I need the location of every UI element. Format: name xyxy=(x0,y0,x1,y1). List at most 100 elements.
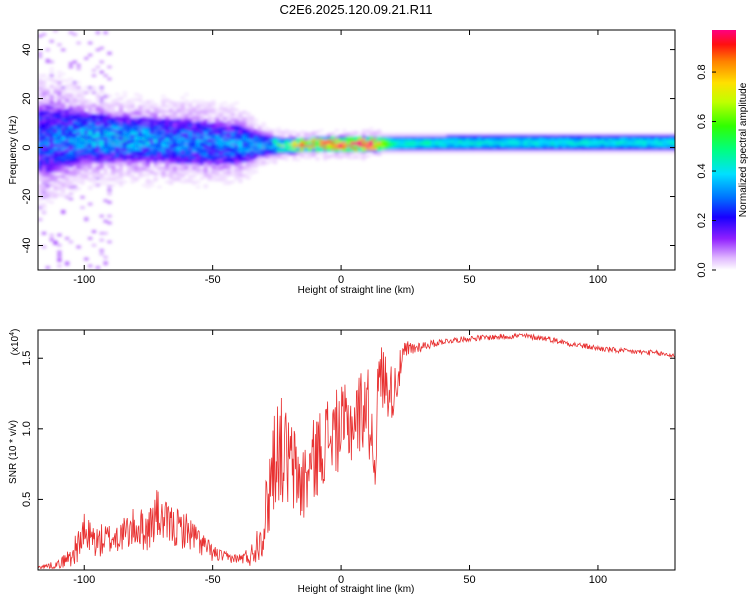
heatmap-cell xyxy=(234,136,239,139)
heatmap-cell xyxy=(249,126,255,128)
heatmap-cell xyxy=(215,129,220,132)
heatmap-cell xyxy=(188,131,193,134)
heatmap-cell xyxy=(122,115,127,118)
heatmap-cell xyxy=(215,122,220,125)
heatmap-cell xyxy=(469,136,474,139)
heatmap-cell xyxy=(142,115,147,118)
heatmap-cell xyxy=(49,237,54,240)
heatmap-cell xyxy=(84,162,89,164)
heatmap-cell xyxy=(269,148,274,151)
heatmap-cell xyxy=(242,150,247,152)
heatmap-cell xyxy=(91,179,97,182)
heatmap-cell xyxy=(68,84,73,87)
colorbar-tick-label: 0.2 xyxy=(696,213,708,228)
heatmap-cell xyxy=(350,153,355,156)
heatmap-cell xyxy=(327,134,332,137)
heatmap-cell xyxy=(669,132,675,135)
heatmap-cell xyxy=(68,131,73,134)
heatmap-cell xyxy=(91,170,97,173)
heatmap-cell xyxy=(373,146,378,149)
heatmap-cell xyxy=(130,155,135,158)
heatmap-cell xyxy=(589,146,594,149)
heatmap-cell xyxy=(72,126,77,128)
heatmap-cell xyxy=(157,153,162,156)
heatmap-cell xyxy=(68,138,73,140)
heatmap-cell xyxy=(61,79,66,82)
heatmap-cell xyxy=(249,129,255,132)
heatmap-cell xyxy=(145,136,151,139)
heatmap-cell xyxy=(72,146,77,149)
heatmap-cell xyxy=(107,95,112,98)
heatmap-cell xyxy=(153,129,158,132)
heatmap-cell xyxy=(91,108,97,111)
heatmap-cell xyxy=(99,177,104,180)
heatmap-cell xyxy=(53,160,58,163)
heatmap-cell xyxy=(134,167,139,170)
heatmap-cell xyxy=(107,139,112,142)
heatmap-cell xyxy=(511,139,517,142)
heatmap-cell xyxy=(280,146,285,149)
heatmap-cell xyxy=(600,148,605,151)
heatmap-cell xyxy=(57,83,62,86)
heatmap-cell xyxy=(234,177,239,180)
heatmap-cell xyxy=(261,127,266,130)
heatmap-cell xyxy=(176,153,181,156)
heatmap-cell xyxy=(118,148,124,151)
heatmap-cell xyxy=(142,139,147,142)
heatmap-cell xyxy=(550,148,555,151)
heatmap-cell xyxy=(76,86,81,89)
heatmap-cell xyxy=(184,148,189,151)
heatmap-cell xyxy=(273,143,278,146)
heatmap-cell xyxy=(184,155,189,158)
heatmap-cell xyxy=(184,172,189,175)
heatmap-cell xyxy=(153,177,158,180)
heatmap-cell xyxy=(107,124,112,127)
heatmap-cell xyxy=(219,150,224,152)
heatmap-cell xyxy=(57,115,62,118)
heatmap-cell xyxy=(446,136,451,139)
heatmap-cell xyxy=(196,120,201,123)
heatmap-cell xyxy=(577,143,582,146)
heatmap-cell xyxy=(38,100,43,103)
heatmap-cell xyxy=(118,175,124,178)
heatmap-cell xyxy=(261,136,266,139)
heatmap-cell xyxy=(138,170,143,173)
colorbar-tick-label: 0.4 xyxy=(696,163,708,178)
heatmap-cell xyxy=(68,108,73,111)
heatmap-cell xyxy=(377,144,382,147)
heatmap-cell xyxy=(273,148,278,151)
heatmap-cell xyxy=(61,86,66,89)
heatmap-cell xyxy=(562,150,567,152)
heatmap-cell xyxy=(80,136,85,139)
heatmap-cell xyxy=(369,153,374,156)
heatmap-cell xyxy=(515,146,520,149)
heatmap-cell xyxy=(215,138,220,140)
heatmap-cell xyxy=(658,139,663,142)
heatmap-cell xyxy=(41,91,47,94)
heatmap-cell xyxy=(442,150,447,152)
heatmap-cell xyxy=(242,134,247,137)
heatmap-cell xyxy=(527,143,532,146)
heatmap-cell xyxy=(57,88,62,91)
heatmap-cell xyxy=(238,134,243,137)
heatmap-cell xyxy=(650,144,655,147)
heatmap-cell xyxy=(612,132,617,135)
heatmap-cell xyxy=(535,143,540,146)
heatmap-cell xyxy=(49,155,54,158)
heatmap-cell xyxy=(180,175,185,178)
heatmap-cell xyxy=(577,132,582,135)
heatmap-cell xyxy=(292,131,297,134)
heatmap-cell xyxy=(45,184,50,187)
heatmap-cell xyxy=(45,167,50,170)
heatmap-cell xyxy=(261,131,266,134)
heatmap-cell xyxy=(234,148,239,151)
heatmap-cell xyxy=(635,151,640,154)
heatmap-cell xyxy=(184,144,189,147)
heatmap-cell xyxy=(353,139,359,142)
heatmap-cell xyxy=(458,151,463,154)
heatmap-cell xyxy=(211,179,216,182)
heatmap-cell xyxy=(61,184,66,187)
heatmap-cell xyxy=(88,158,93,161)
heatmap-cell xyxy=(72,119,77,122)
heatmap-cell xyxy=(157,172,162,175)
